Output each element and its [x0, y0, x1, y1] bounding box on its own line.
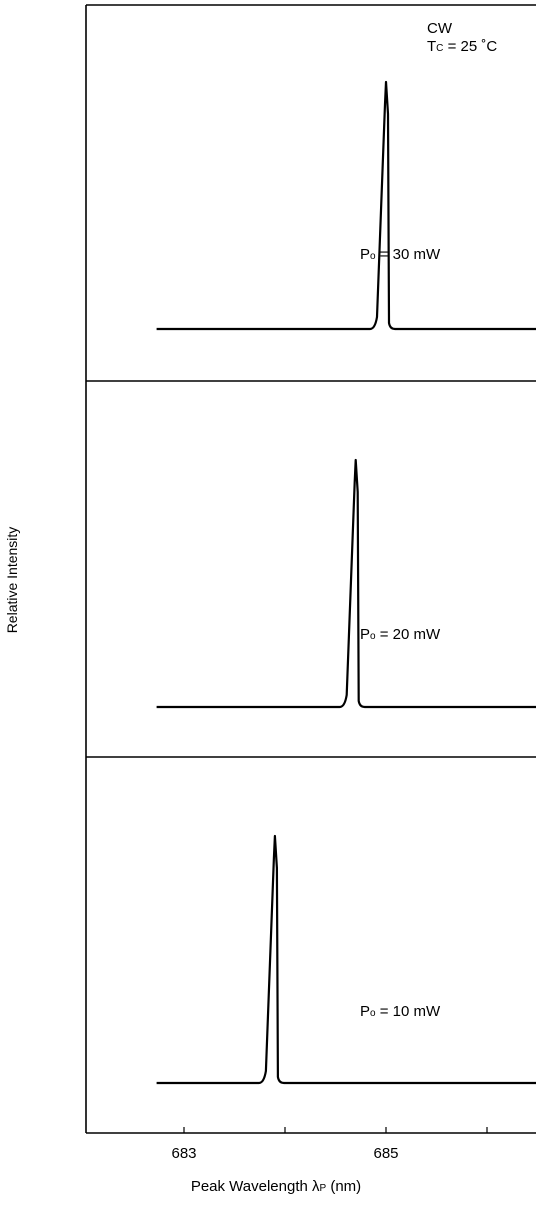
spectrum-line-3	[156, 834, 536, 1085]
temperature-label: TC = 25 ˚C	[427, 38, 498, 55]
panel-2-label: Po = 20 mW	[360, 626, 441, 643]
panel-3-label: Po = 10 mW	[360, 1003, 441, 1020]
spectrum-line-1	[156, 80, 536, 331]
spectrum-line-2	[156, 458, 536, 709]
x-tick-label: 683	[171, 1145, 196, 1162]
x-axis-label: Peak Wavelength λP (nm)	[190, 1178, 362, 1195]
conditions-annotation: CW TC = 25 ˚C	[427, 20, 497, 58]
mode-label: CW	[427, 20, 452, 37]
panel-1-label: Po = 30 mW	[360, 246, 441, 263]
x-tick-label: 685	[373, 1145, 398, 1162]
